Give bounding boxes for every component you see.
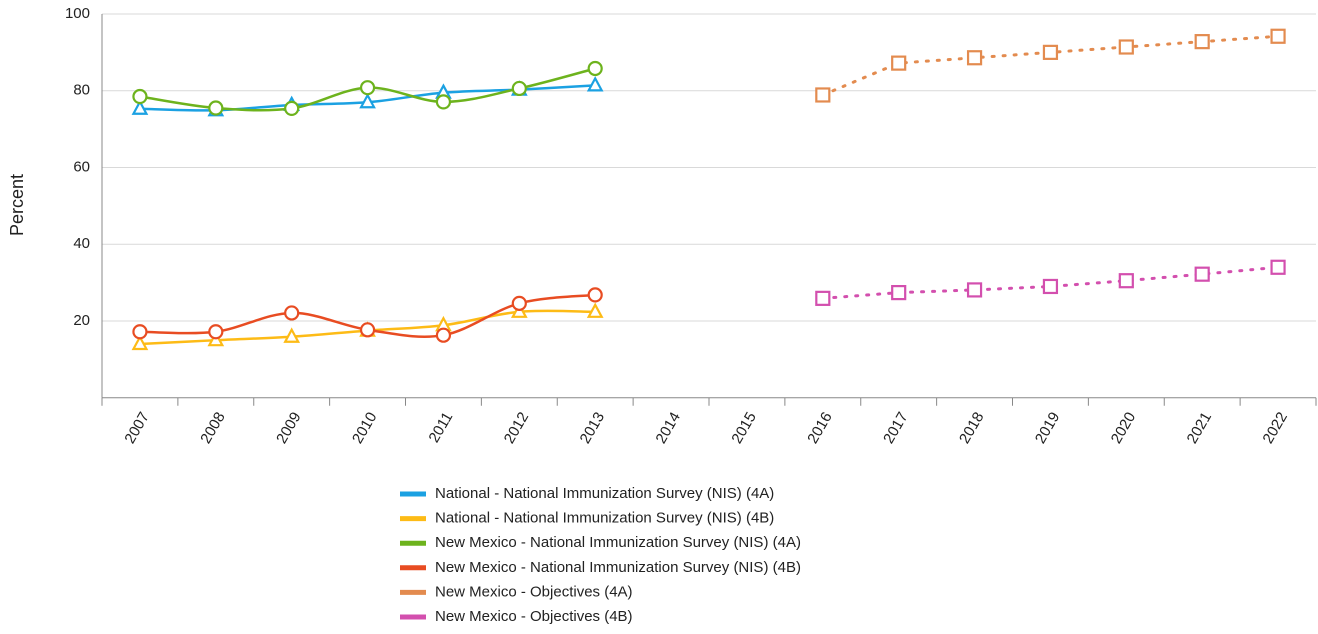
x-tick-label: 2019 bbox=[1032, 409, 1063, 446]
marker bbox=[132, 324, 148, 340]
legend-label: New Mexico - Objectives (4B) bbox=[435, 608, 633, 625]
x-tick-label: 2009 bbox=[273, 409, 304, 446]
x-tick-label: 2017 bbox=[880, 409, 911, 446]
marker bbox=[131, 334, 149, 351]
y-axis-label: Percent bbox=[7, 174, 27, 236]
y-tick-label: 60 bbox=[73, 158, 90, 175]
marker bbox=[586, 76, 604, 92]
y-tick-label: 40 bbox=[73, 235, 90, 252]
marker bbox=[359, 322, 376, 338]
y-tick-label: 20 bbox=[73, 312, 90, 329]
legend-label: New Mexico - Objectives (4A) bbox=[435, 583, 633, 600]
marker bbox=[284, 100, 300, 117]
marker bbox=[1194, 266, 1210, 282]
marker bbox=[815, 290, 831, 306]
marker bbox=[1042, 44, 1059, 60]
marker bbox=[359, 80, 376, 96]
marker bbox=[435, 94, 452, 110]
marker bbox=[966, 50, 983, 66]
marker bbox=[283, 327, 301, 343]
y-tick-label: 80 bbox=[73, 82, 90, 99]
marker bbox=[1118, 273, 1134, 289]
marker bbox=[891, 55, 907, 71]
x-tick-label: 2007 bbox=[121, 409, 152, 446]
marker bbox=[966, 282, 983, 298]
marker bbox=[208, 100, 224, 116]
marker bbox=[435, 327, 452, 343]
marker bbox=[511, 295, 527, 311]
marker bbox=[1042, 278, 1059, 295]
legend-label: New Mexico - National Immunization Surve… bbox=[435, 559, 801, 576]
marker bbox=[587, 60, 603, 77]
marker bbox=[284, 305, 300, 321]
legend-label: National - National Immunization Survey … bbox=[435, 485, 774, 502]
marker bbox=[131, 99, 149, 115]
marker bbox=[891, 285, 907, 301]
x-tick-label: 2013 bbox=[577, 409, 608, 446]
marker bbox=[359, 92, 376, 109]
marker bbox=[208, 324, 224, 340]
legend-label: New Mexico - National Immunization Surve… bbox=[435, 534, 801, 551]
x-tick-label: 2020 bbox=[1108, 409, 1139, 446]
y-tick-label: 100 bbox=[65, 5, 90, 22]
marker bbox=[815, 87, 831, 103]
x-tick-label: 2016 bbox=[804, 409, 835, 446]
marker bbox=[1270, 28, 1286, 44]
x-tick-label: 2018 bbox=[956, 409, 987, 446]
marker bbox=[1118, 39, 1134, 55]
marker bbox=[132, 88, 148, 105]
x-tick-label: 2021 bbox=[1184, 409, 1215, 446]
x-tick-label: 2022 bbox=[1260, 409, 1291, 446]
marker bbox=[1270, 259, 1286, 275]
legend-label: National - National Immunization Survey … bbox=[435, 510, 774, 527]
marker bbox=[587, 287, 603, 303]
x-tick-label: 2012 bbox=[501, 409, 532, 446]
x-tick-label: 2011 bbox=[425, 409, 456, 445]
marker bbox=[511, 80, 527, 97]
marker bbox=[1194, 34, 1210, 50]
x-tick-label: 2014 bbox=[653, 409, 684, 446]
x-tick-label: 2008 bbox=[197, 409, 228, 446]
x-tick-label: 2010 bbox=[349, 409, 380, 446]
x-tick-label: 2015 bbox=[728, 409, 759, 446]
marker bbox=[586, 302, 604, 318]
